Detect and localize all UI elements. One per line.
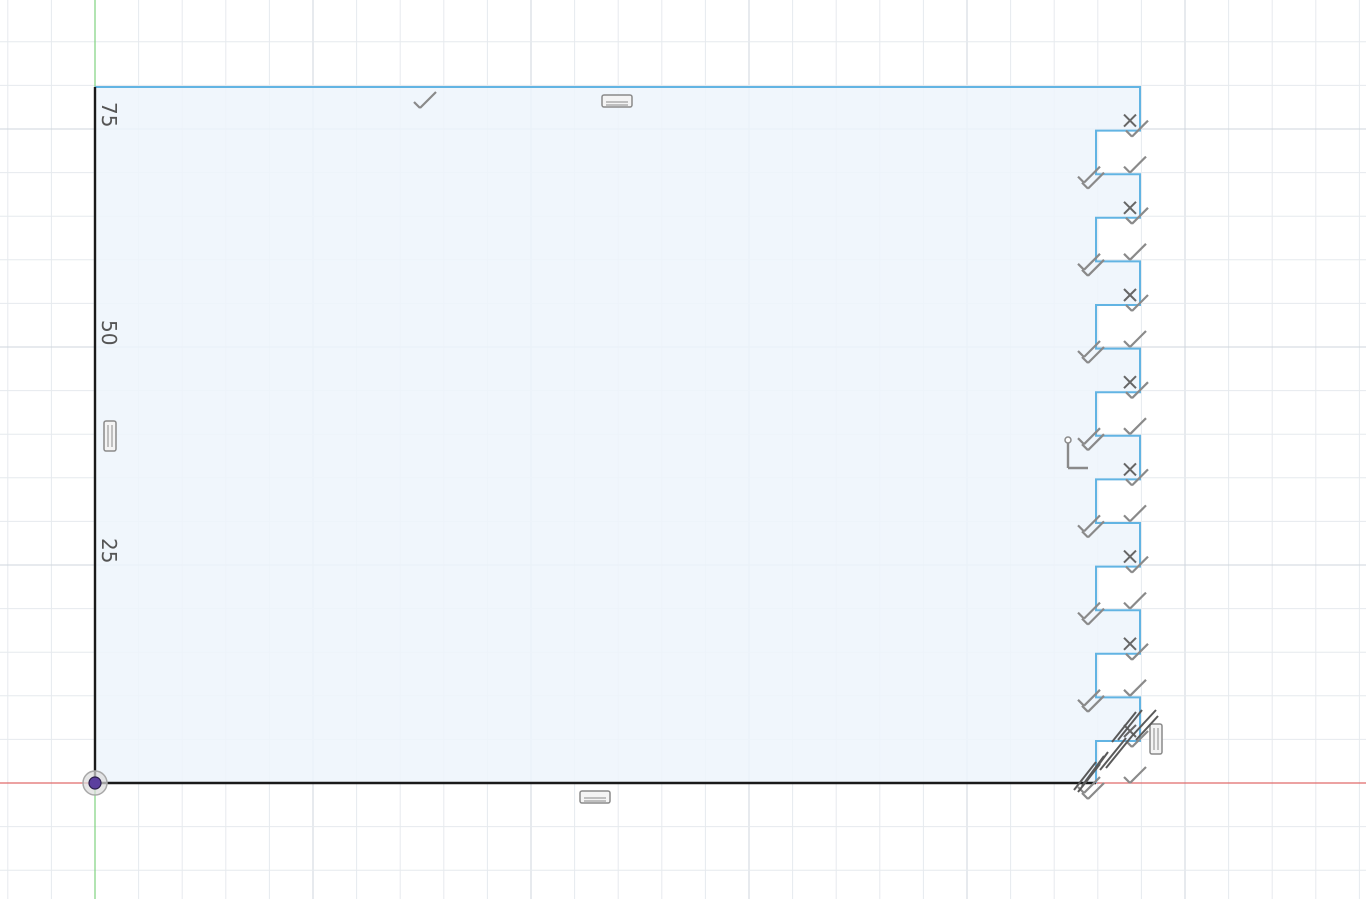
- perpendicular-constraint-icon[interactable]: [1122, 765, 1148, 785]
- perpendicular-constraint-icon[interactable]: [1122, 504, 1148, 523]
- perpendicular-constraint-icon[interactable]: [1122, 155, 1148, 174]
- perpendicular-constraint-icon[interactable]: [1122, 329, 1148, 349]
- origin-point-icon[interactable]: [82, 770, 108, 796]
- constraint-cluster: [1073, 709, 1163, 793]
- axis-label-75: 75: [97, 102, 121, 127]
- perpendicular-constraint-icon[interactable]: [1122, 591, 1148, 610]
- axis-label-25: 25: [97, 538, 121, 563]
- sketch-outline[interactable]: [95, 86, 1141, 783]
- equal-constraint-icon[interactable]: [601, 94, 633, 108]
- axis-label-50: 50: [97, 320, 121, 345]
- vertical-constraint-icon[interactable]: [1064, 436, 1088, 470]
- perpendicular-constraint-icon[interactable]: [1122, 678, 1148, 697]
- perpendicular-constraint-icon[interactable]: [1122, 242, 1148, 261]
- equal-constraint-icon[interactable]: [579, 790, 611, 804]
- equal-constraint-icon[interactable]: [103, 420, 117, 452]
- perpendicular-constraint-icon[interactable]: [1122, 417, 1148, 436]
- sketch-profile-region[interactable]: [95, 87, 1140, 783]
